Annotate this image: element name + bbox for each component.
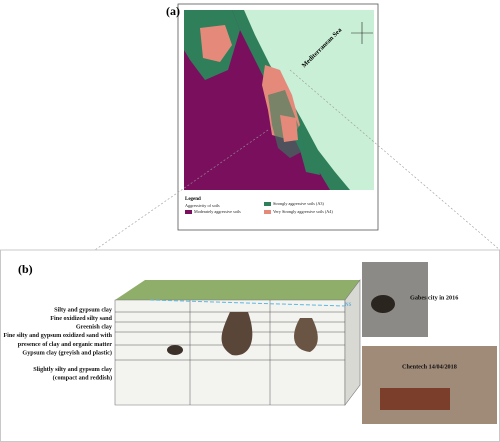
connector (94, 69, 500, 251)
legend-swatch (264, 202, 271, 206)
panel-label: (b) (18, 262, 33, 276)
layer-label: (compact and reddish) (53, 375, 112, 382)
map (184, 10, 374, 190)
layer-label: Gypsum clay (greyish and plastic) (22, 349, 112, 356)
block-diagram (114, 279, 361, 406)
panel-label: (a) (166, 4, 180, 18)
layer-label: presence of clay and organic matter (18, 341, 112, 348)
layer-label: Fine silty and gypsum oxidized sand with (3, 332, 112, 339)
photo-detail (371, 295, 395, 313)
legend-swatch (185, 210, 192, 214)
legend-swatch (264, 210, 271, 214)
layer-label: Greenish clay (76, 324, 113, 331)
legend-title: Legend (185, 197, 201, 202)
legend-item: Strongly aggressive soils (A3) (273, 201, 324, 206)
legend-item: Very Strongly aggressive soils (A4) (273, 209, 333, 214)
photo-detail (380, 388, 450, 410)
photo-caption: Chentech 14/04/2018 (402, 363, 457, 370)
north-arrow (351, 22, 373, 44)
water-label: NS (345, 303, 352, 308)
photo-caption: Gabes city in 2016 (410, 294, 458, 301)
legend-item: Moderately aggressive soils (194, 209, 241, 214)
layer-labels: Silty and gypsum clay Fine oxidized silty… (3, 306, 113, 381)
layer-label: Silty and gypsum clay (54, 306, 113, 313)
layer-label: Slightly silty and gypsum clay (33, 366, 113, 373)
legend-subtitle: Aggressivity of soils (185, 203, 220, 208)
layer-label: Fine oxidized silty sand (50, 315, 112, 322)
photo (362, 346, 497, 424)
